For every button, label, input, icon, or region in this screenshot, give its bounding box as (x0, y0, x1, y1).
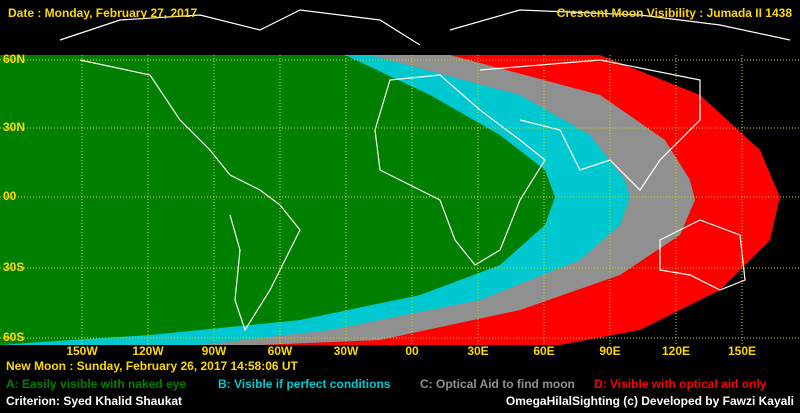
lon-label: 150E (728, 344, 756, 358)
lon-label: 60E (533, 344, 554, 358)
new-moon-text: New Moon : Sunday, February 26, 2017 14:… (6, 359, 299, 373)
lat-label: 30N (3, 120, 25, 134)
map-title: Crescent Moon Visibility : Jumada II 143… (557, 6, 793, 20)
lat-label: 00 (3, 189, 17, 203)
lon-label: 30W (334, 344, 359, 358)
legend-entry: B: Visible if perfect conditions (218, 377, 391, 391)
lon-label: 90W (202, 344, 227, 358)
lat-label: 60N (3, 52, 25, 66)
date-text: Date : Monday, February 27, 2017 (8, 6, 198, 20)
lon-label: 120W (132, 344, 164, 358)
lon-label: 120E (662, 344, 690, 358)
arctic-coast (59, 9, 791, 46)
lon-label: 150W (66, 344, 98, 358)
coastlines (59, 9, 791, 332)
legend-entry: D: Visible with optical aid only (594, 377, 767, 391)
lon-label: 30E (467, 344, 488, 358)
legend: A: Easily visible with naked eye B: Visib… (6, 377, 767, 391)
visibility-zones (0, 55, 780, 345)
criterion: Criterion: Syed Khalid Shaukat (6, 394, 182, 408)
lon-label: 60W (268, 344, 293, 358)
asia-coast (479, 59, 701, 191)
africa-europe-coast (374, 74, 546, 266)
legend-entry: C: Optical Aid to find moon (420, 377, 575, 391)
australia-coast (659, 219, 746, 291)
lat-label: 30S (3, 260, 24, 274)
graticule: 60N 30N 00 30S 60S 150W 120W 90W 60W 30W 00 30E 60E 9… (0, 52, 800, 358)
lat-label: 60S (3, 330, 24, 344)
credit: OmegaHilalSighting (c) Developed by Fawz… (506, 394, 794, 408)
legend-entry: A: Easily visible with naked eye (6, 377, 186, 391)
lon-label: 00 (405, 344, 419, 358)
lon-label: 90E (599, 344, 620, 358)
